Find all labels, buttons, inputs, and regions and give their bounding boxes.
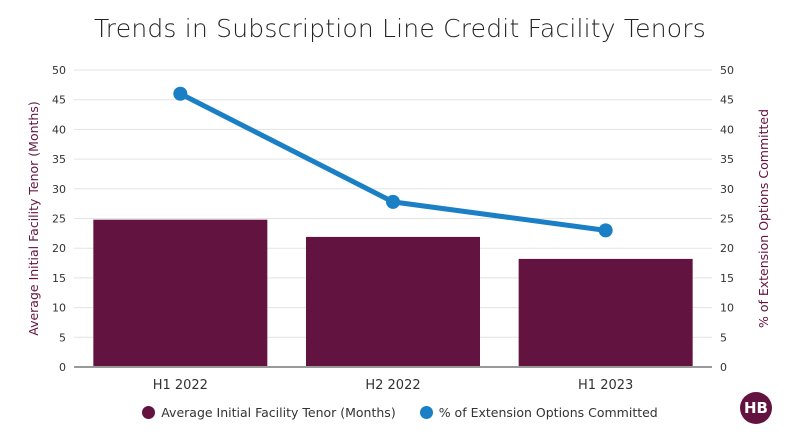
y-left-tick-label: 20: [52, 242, 66, 255]
legend-item-line: % of Extension Options Committed: [419, 405, 658, 420]
y-right-tick-label: 10: [720, 302, 734, 315]
y-right-tick-label: 35: [720, 153, 734, 166]
x-tick-label: H1 2022: [153, 378, 208, 393]
legend-line-label: % of Extension Options Committed: [438, 405, 658, 420]
y-left-tick-label: 35: [52, 153, 66, 166]
y-left-tick-label: 25: [52, 213, 66, 226]
x-tick-label: H1 2023: [578, 378, 633, 393]
y-right-tick-label: 15: [720, 272, 734, 285]
chart-title: Trends in Subscription Line Credit Facil…: [94, 14, 706, 43]
line-point: [598, 223, 613, 238]
y-right-tick-label: 30: [720, 183, 734, 196]
y-right-tick-label: 20: [720, 242, 734, 255]
legend-bar-label: Average Initial Facility Tenor (Months): [161, 405, 396, 420]
y-left-tick-label: 0: [59, 361, 66, 374]
y-left-tick-label: 45: [52, 94, 66, 107]
y-left-tick-label: 30: [52, 183, 66, 196]
y-right-tick-label: 5: [720, 331, 727, 344]
line-series: [179, 91, 606, 233]
y-right-tick-label: 0: [720, 361, 727, 374]
y-left-tick-label: 15: [52, 272, 66, 285]
y-right-axis-label: % of Extension Options Committed: [756, 109, 771, 328]
y-right-tick-label: 40: [720, 123, 734, 136]
x-tick-label: H2 2022: [365, 378, 420, 393]
line-point: [386, 194, 400, 209]
legend-item-bar: Average Initial Facility Tenor (Months): [142, 405, 396, 420]
y-right-tick-label: 50: [720, 64, 734, 77]
bar: [93, 219, 268, 367]
y-left-tick-label: 5: [59, 331, 66, 344]
y-left-tick-label: 50: [52, 64, 66, 77]
bar: [306, 236, 480, 367]
y-left-tick-label: 40: [52, 123, 66, 136]
y-left-axis-label: Average Initial Facility Tenor (Months): [26, 101, 41, 335]
line-point: [173, 86, 188, 101]
hb-logo: HB: [740, 392, 772, 424]
y-left-tick-label: 10: [52, 302, 66, 315]
y-right-tick-label: 45: [720, 94, 734, 107]
legend-line-swatch: [419, 406, 433, 419]
legend-bar-swatch: [142, 406, 156, 419]
bar: [518, 258, 693, 367]
y-right-tick-label: 25: [720, 213, 734, 226]
legend: Average Initial Facility Tenor (Months) …: [0, 405, 800, 420]
